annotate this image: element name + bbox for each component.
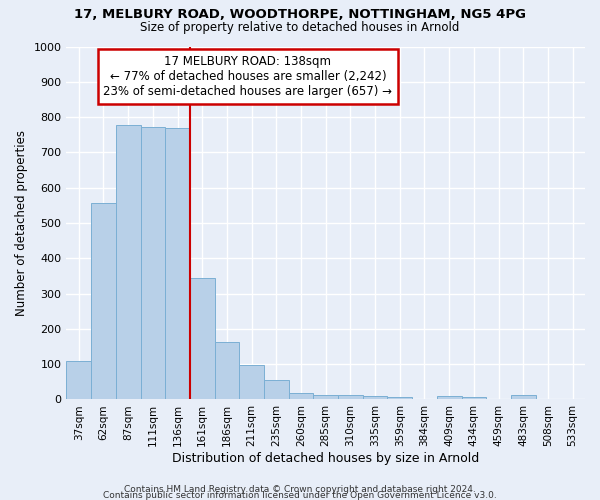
Bar [116, 125, 140, 400]
Text: Contains HM Land Registry data © Crown copyright and database right 2024.: Contains HM Land Registry data © Crown c… [124, 485, 476, 494]
X-axis label: Distribution of detached houses by size in Arnold: Distribution of detached houses by size … [172, 452, 479, 465]
Bar [437, 396, 461, 400]
Bar [67, 360, 91, 400]
Bar [91, 202, 116, 400]
Bar [215, 342, 239, 400]
Bar [363, 396, 388, 400]
Bar [511, 395, 536, 400]
Y-axis label: Number of detached properties: Number of detached properties [15, 130, 28, 316]
Bar [140, 127, 165, 400]
Text: 17, MELBURY ROAD, WOODTHORPE, NOTTINGHAM, NG5 4PG: 17, MELBURY ROAD, WOODTHORPE, NOTTINGHAM… [74, 8, 526, 20]
Bar [461, 396, 486, 400]
Bar [313, 395, 338, 400]
Bar [165, 128, 190, 400]
Text: Contains public sector information licensed under the Open Government Licence v3: Contains public sector information licen… [103, 491, 497, 500]
Text: 17 MELBURY ROAD: 138sqm
← 77% of detached houses are smaller (2,242)
23% of semi: 17 MELBURY ROAD: 138sqm ← 77% of detache… [103, 56, 392, 98]
Bar [289, 393, 313, 400]
Bar [388, 396, 412, 400]
Bar [190, 278, 215, 400]
Bar [338, 395, 363, 400]
Text: Size of property relative to detached houses in Arnold: Size of property relative to detached ho… [140, 21, 460, 34]
Bar [239, 365, 264, 400]
Bar [264, 380, 289, 400]
